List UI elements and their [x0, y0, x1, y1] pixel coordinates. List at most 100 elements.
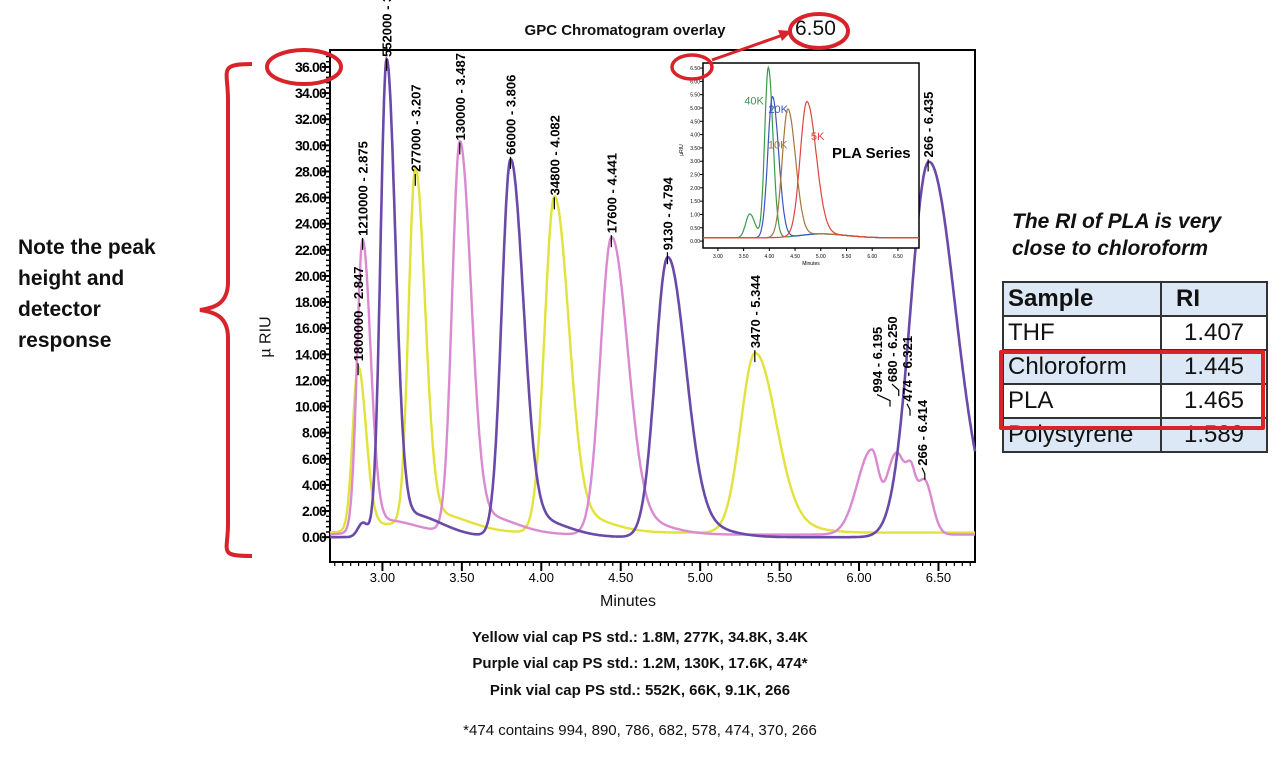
inset-y-tick-label: 4.50 — [690, 119, 700, 125]
peak-label: 34800 - 4.082 — [547, 115, 562, 195]
ri-note: The RI of PLA is very close to chlorofor… — [1012, 208, 1221, 262]
inset-x-tick-label: 5.00 — [816, 254, 826, 260]
inset-y-tick-label: 5.00 — [690, 106, 700, 112]
peak-marker — [906, 403, 911, 416]
table-row: Polystyrene 1.589 — [1002, 417, 1268, 453]
inset-x-tick-label: 4.00 — [764, 254, 774, 260]
inset-x-tick-label: 6.50 — [893, 254, 903, 260]
peak-marker — [891, 383, 900, 397]
x-tick-label: 3.50 — [449, 570, 474, 585]
peak-height-note: Note the peak height and detector respon… — [18, 232, 156, 356]
ri-table: Sample RI THF 1.407 Chloroform 1.445 PLA… — [1002, 281, 1268, 453]
inset-series-label: 5K — [811, 131, 825, 143]
inset-x-tick-label: 4.50 — [790, 254, 800, 260]
peak-label: 3470 - 5.344 — [748, 274, 763, 348]
y-tick-label: 30.00 — [295, 137, 327, 153]
y-tick-label: 4.00 — [302, 477, 327, 493]
inset-y-tick-label: 3.00 — [690, 159, 700, 165]
x-tick-label: 5.00 — [688, 570, 713, 585]
y-tick-label: 10.00 — [295, 399, 327, 415]
series-line-purple — [330, 56, 977, 539]
y-tick-label: 14.00 — [295, 346, 327, 362]
header-ri: RI — [1160, 281, 1268, 317]
sample-cell: THF — [1002, 315, 1162, 351]
y-tick-label: 0.00 — [302, 529, 327, 545]
peak-label: 266 - 6.414 — [915, 399, 930, 466]
ri-cell: 1.589 — [1160, 417, 1268, 453]
sample-cell: Polystyrene — [1002, 417, 1162, 453]
y-tick-label: 8.00 — [302, 425, 327, 441]
x-axis-label: Minutes — [600, 593, 657, 610]
peak-label: 994 - 6.195 — [870, 327, 885, 393]
sample-cell: PLA — [1002, 383, 1162, 419]
peak-label: 277000 - 3.207 — [408, 84, 423, 171]
table-row: THF 1.407 — [1002, 315, 1268, 351]
peak-label: 130000 - 3.487 — [453, 53, 468, 140]
footnote: *474 contains 994, 890, 786, 682, 578, 4… — [463, 722, 817, 739]
y-tick-label: 2.00 — [302, 503, 327, 519]
ri-cell: 1.445 — [1160, 349, 1268, 385]
ri-cell: 1.465 — [1160, 383, 1268, 419]
inset-x-label: Minutes — [802, 261, 820, 267]
peak-label: 66000 - 3.806 — [503, 75, 518, 155]
inset-series-line — [703, 100, 919, 239]
peak-label: 474 - 6.321 — [900, 336, 915, 402]
x-tick-label: 6.50 — [926, 570, 951, 585]
inset-y-tick-label: 4.00 — [690, 133, 700, 139]
ri-note-line: The RI of PLA is very — [1012, 210, 1222, 233]
y-tick-label: 20.00 — [295, 268, 327, 284]
y-tick-label: 22.00 — [295, 242, 327, 258]
y-tick-label: 34.00 — [295, 85, 327, 101]
inset-y-tick-label: 3.50 — [690, 146, 700, 152]
series-line-pink — [330, 140, 975, 536]
x-tick-label: 6.00 — [846, 570, 871, 585]
arrow-head-icon — [778, 30, 792, 41]
note-line: response — [18, 329, 112, 352]
inset-y-tick-label: 6.00 — [690, 79, 700, 85]
inset-series-label: 20K — [768, 104, 788, 116]
highlight-ellipse-inset — [670, 53, 714, 81]
y-tick-label: 18.00 — [295, 294, 327, 310]
inset-plot-area — [702, 62, 920, 249]
inset-y-label: µRIU — [679, 144, 685, 156]
table-row: PLA 1.465 — [1002, 383, 1268, 419]
inset-y-tick-label: 2.50 — [690, 173, 700, 179]
peak-marker — [921, 467, 926, 480]
inset-y-tick-label: 1.50 — [690, 199, 700, 205]
note-line: detector — [18, 298, 101, 321]
inset-x-tick-label: 6.00 — [867, 254, 877, 260]
inset-x-tick-label: 3.00 — [713, 254, 723, 260]
peak-label: 266 - 6.435 — [921, 92, 936, 158]
curly-brace-icon — [199, 62, 253, 558]
y-tick-label: 36.00 — [295, 59, 327, 75]
peak-label: 1800000 - 2.847 — [351, 267, 366, 362]
y-tick-label: 28.00 — [295, 163, 327, 179]
peak-label: 680 - 6.250 — [885, 316, 900, 382]
x-tick-label: 4.00 — [529, 570, 554, 585]
inset-y-tick-label: 0.00 — [690, 239, 700, 245]
y-tick-label: 32.00 — [295, 111, 327, 127]
sample-cell: Chloroform — [1002, 349, 1162, 385]
x-tick-label: 3.00 — [370, 570, 395, 585]
inset-y-tick-label: 0.50 — [690, 226, 700, 232]
inset-x-tick-label: 5.50 — [842, 254, 852, 260]
peak-marker — [876, 394, 891, 407]
y-tick-label: 6.00 — [302, 451, 327, 467]
inset-series-label: 40K — [744, 95, 764, 107]
inset-y-tick-label: 1.00 — [690, 212, 700, 218]
series-line-yellow — [329, 166, 975, 534]
inset-x-tick-label: 3.50 — [739, 254, 749, 260]
inset-y-tick-label: 5.50 — [690, 93, 700, 99]
x-tick-label: 5.50 — [767, 570, 792, 585]
header-sample: Sample — [1002, 281, 1162, 317]
inset-series-label: 10K — [768, 139, 788, 151]
standard-yellow: Yellow vial cap PS std.: 1.8M, 277K, 34.… — [472, 629, 808, 646]
chart-title: GPC Chromatogram overlay — [524, 22, 726, 39]
inset-y-tick-label: 6.50 — [690, 66, 700, 72]
arrow-line — [711, 33, 784, 62]
inset-title: PLA Series — [832, 145, 911, 162]
ri-cell: 1.407 — [1160, 315, 1268, 351]
peak-label: 9130 - 4.794 — [660, 176, 675, 250]
y-tick-label: 16.00 — [295, 320, 327, 336]
